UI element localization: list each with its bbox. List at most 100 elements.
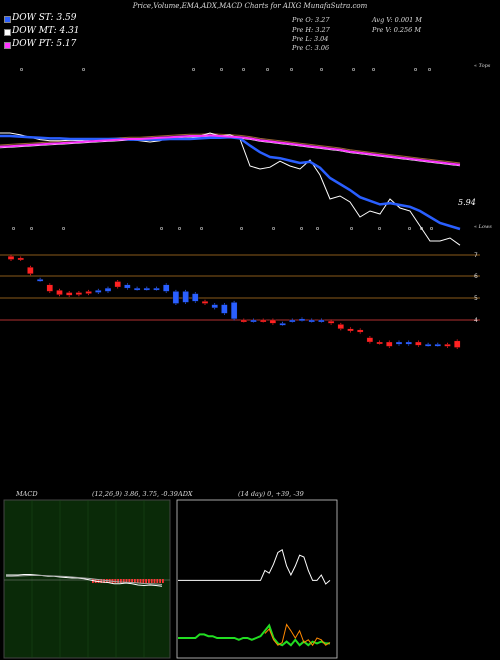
legend-dow-pt: DOW PT: 5.17 <box>12 39 77 49</box>
top-marker: o <box>266 67 269 73</box>
price-candle <box>153 287 160 291</box>
price-candle <box>104 287 112 292</box>
macd-histogram-bar <box>114 579 117 583</box>
stat-prev-close: Pre C: 3.06 <box>292 44 330 52</box>
price-candle <box>298 318 306 322</box>
ema-line-1 <box>0 134 461 231</box>
macd-histogram-bar <box>117 579 119 583</box>
macd-histogram-bar <box>131 579 133 583</box>
macd-line-0 <box>6 574 163 587</box>
legend-swatch-st <box>4 16 11 23</box>
price-candle <box>405 341 412 345</box>
macd-histogram-bar <box>136 579 139 583</box>
price-candle <box>7 256 15 260</box>
macd-histogram-bar <box>128 579 131 583</box>
price-candle <box>415 341 422 346</box>
price-tick-label: 6 <box>474 273 478 280</box>
macd-line-1 <box>6 575 163 585</box>
last-value-label: 5.94 <box>458 198 476 207</box>
bottom-marker: o <box>316 226 319 232</box>
macd-histogram-bar <box>125 579 128 583</box>
price-candle <box>279 323 286 326</box>
chart-header: Price,Volume,EMA,ADX,MACD Charts for AIX… <box>132 2 368 10</box>
bottom-marker: o <box>200 226 203 232</box>
price-candle <box>27 267 34 274</box>
bottom-marker: o <box>160 226 163 232</box>
bottom-marker: o <box>430 226 433 232</box>
price-candle <box>95 290 102 293</box>
bottom-marker: o <box>178 226 181 232</box>
bottom-marker: o <box>62 226 65 232</box>
price-candle <box>444 344 451 347</box>
legend-swatch-pt <box>4 42 11 49</box>
top-marker: o <box>82 67 85 73</box>
price-candle <box>36 279 44 282</box>
price-candle <box>66 292 73 296</box>
legend-dow-st: DOW ST: 3.59 <box>12 13 77 23</box>
price-candle <box>376 341 383 345</box>
ema-line-0 <box>0 132 461 246</box>
price-candle <box>260 319 267 323</box>
stat-prev-open: Pre O: 3.27 <box>292 16 330 24</box>
macd-histogram-bar <box>122 579 125 583</box>
legend-swatch-mt <box>4 29 11 36</box>
macd-histogram-bar <box>162 579 164 583</box>
price-candle <box>163 284 170 292</box>
adx-line-2 <box>264 623 331 647</box>
top-marker: o <box>242 67 245 73</box>
bottom-marker: o <box>240 226 243 232</box>
top-marker: o <box>192 67 195 73</box>
macd-histogram-bar <box>148 579 150 583</box>
top-marker: o <box>20 67 23 73</box>
top-marker: o <box>320 67 323 73</box>
legend-dow-mt: DOW MT: 4.31 <box>12 26 80 36</box>
price-candle <box>250 319 257 323</box>
stat-avg-volume: Avg V: 0.001 M <box>372 16 422 24</box>
price-candle <box>85 291 92 294</box>
price-candle <box>240 319 247 323</box>
price-tick-label: 5 <box>474 295 478 302</box>
ema-line-2 <box>0 134 461 166</box>
price-candle <box>230 302 238 320</box>
price-candle <box>424 344 432 347</box>
macd-histogram-bar <box>156 579 159 583</box>
price-candle <box>133 287 141 291</box>
macd-histogram-bar <box>142 579 145 583</box>
bottom-marker: o <box>300 226 303 232</box>
adx-panel <box>176 499 338 659</box>
adx-params: (14 day) 0, +39, -39 <box>238 490 304 498</box>
macd-histogram-bar <box>100 579 103 583</box>
macd-title: MACD <box>16 490 38 498</box>
top-marker: o <box>372 67 375 73</box>
price-candle <box>124 284 131 289</box>
price-candle <box>308 319 315 323</box>
price-candle <box>337 324 344 329</box>
macd-histogram-bar <box>134 579 136 583</box>
macd-histogram-bar <box>120 579 122 583</box>
price-candle <box>454 340 461 348</box>
price-candle <box>327 320 335 324</box>
lows-label: « Lows <box>474 224 492 230</box>
price-tick-label: 4 <box>474 317 478 324</box>
price-candle <box>114 281 121 288</box>
price-candle <box>318 319 325 323</box>
price-candle <box>192 293 199 302</box>
top-marker: o <box>352 67 355 73</box>
price-candle <box>75 292 83 295</box>
price-candle <box>56 290 63 295</box>
macd-histogram-bar <box>150 579 153 583</box>
price-candle <box>211 304 218 309</box>
macd-histogram-bar <box>159 579 161 583</box>
tops-label: « Tops <box>474 63 491 69</box>
macd-histogram-bar <box>145 579 147 583</box>
price-candle <box>269 319 277 324</box>
price-candle <box>386 341 393 347</box>
top-marker: o <box>290 67 293 73</box>
macd-histogram-bar <box>103 579 105 583</box>
price-candle <box>143 287 150 291</box>
price-candle <box>201 301 209 304</box>
price-candle <box>366 337 374 343</box>
price-candle <box>434 344 441 347</box>
price-candle <box>172 291 180 304</box>
